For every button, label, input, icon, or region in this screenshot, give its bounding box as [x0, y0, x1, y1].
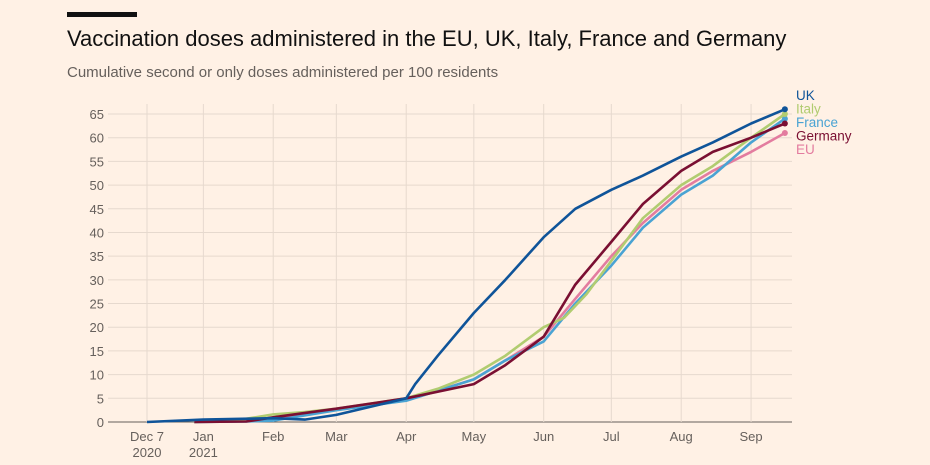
y-tick-label: 60: [90, 131, 104, 146]
y-tick-label: 20: [90, 320, 104, 335]
series-end-dot-eu: [781, 129, 788, 136]
y-tick-label: 30: [90, 273, 104, 288]
series-end-dot-germany: [781, 120, 788, 127]
y-tick-label: 15: [90, 344, 104, 359]
x-tick-label: Jan: [193, 429, 214, 444]
x-tick-label: May: [462, 429, 487, 444]
series-line-germany: [194, 122, 786, 424]
x-tick-label: Aug: [670, 429, 693, 444]
y-tick-label: 10: [90, 368, 104, 383]
x-tick-label: Jul: [603, 429, 620, 444]
legend-label-germany: Germany: [796, 129, 852, 144]
y-tick-label: 40: [90, 225, 104, 240]
x-tick-label: Apr: [396, 429, 417, 444]
legend-label-uk: UK: [796, 88, 815, 103]
y-tick-label: 50: [90, 178, 104, 193]
legend-label-eu: EU: [796, 142, 815, 157]
series-end-dot-uk: [781, 106, 788, 113]
y-tick-label: 45: [90, 202, 104, 217]
x-tick-label: Sep: [740, 429, 763, 444]
x-tick-year-label: 2021: [189, 445, 218, 460]
x-tick-label: Feb: [262, 429, 284, 444]
x-tick-label: Dec 7: [130, 429, 164, 444]
x-tick-year-label: 2020: [133, 445, 162, 460]
series-end-dot-italy: [781, 111, 788, 117]
y-tick-label: 65: [90, 107, 104, 122]
x-tick-label: Jun: [533, 429, 554, 444]
title-accent-bar: [67, 12, 137, 17]
series-end-dot-france: [781, 115, 788, 122]
x-tick-label: Mar: [325, 429, 348, 444]
y-tick-label: 25: [90, 297, 104, 312]
y-tick-label: 55: [90, 154, 104, 169]
y-tick-label: 35: [90, 249, 104, 264]
y-tick-label: 0: [97, 415, 104, 430]
chart-title: Vaccination doses administered in the EU…: [67, 26, 787, 51]
legend-label-france: France: [796, 115, 838, 130]
series-line-france: [194, 117, 786, 424]
y-tick-label: 5: [97, 391, 104, 406]
legend-label-italy: Italy: [796, 102, 821, 117]
chart-subtitle: Cumulative second or only doses administ…: [67, 64, 499, 81]
series-line-uk: [146, 108, 786, 424]
